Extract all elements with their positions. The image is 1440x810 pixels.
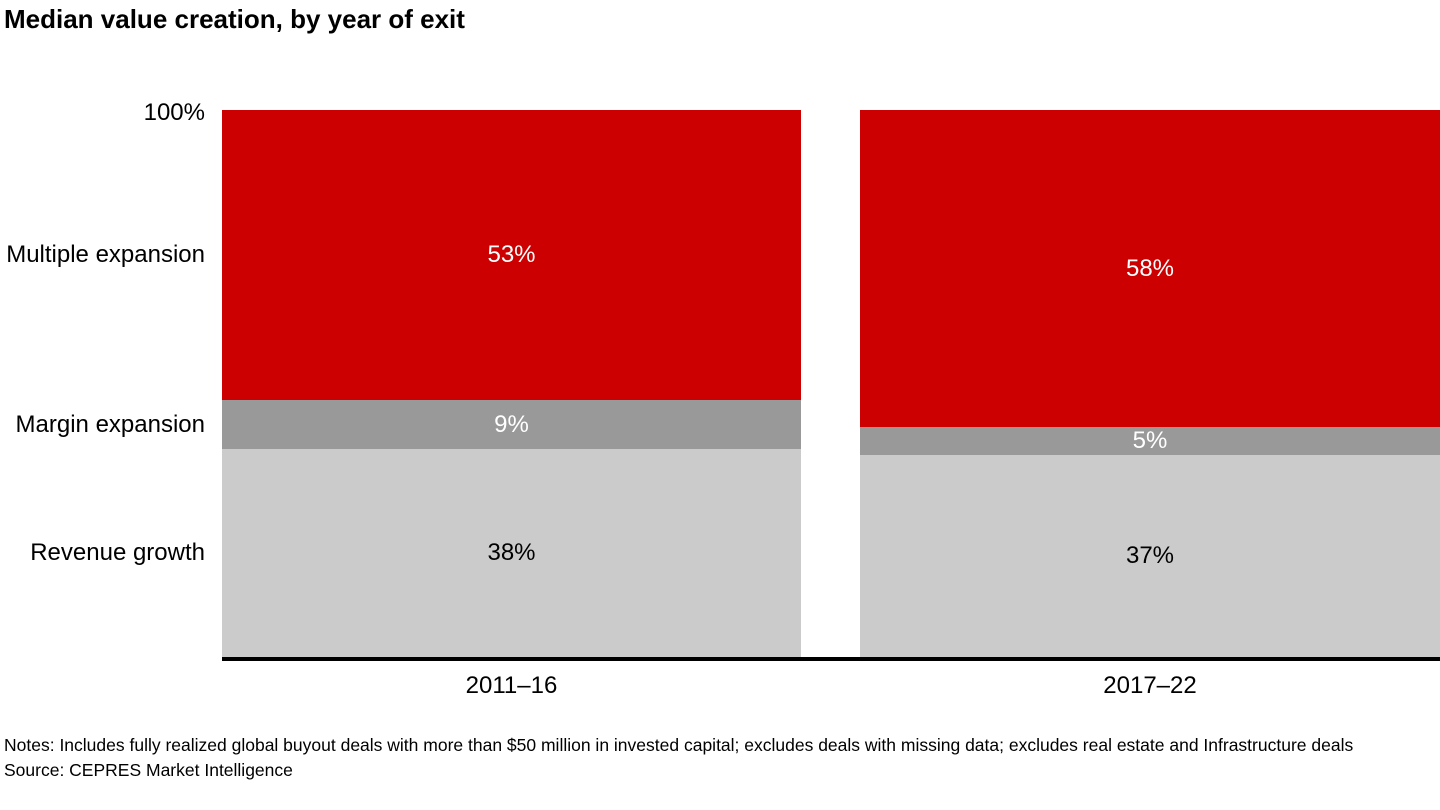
segment-revenue-growth: 38% (222, 449, 801, 657)
segment-value-label: 5% (1132, 426, 1168, 454)
notes-text: Notes: Includes fully realized global bu… (4, 735, 1354, 755)
segment-multiple-expansion: 58% (860, 110, 1440, 428)
series-label-multiple-expansion: Multiple expansion (6, 240, 205, 268)
segment-value-label: 38% (487, 539, 536, 567)
category-label-2: 2017–22 (1103, 672, 1197, 699)
segment-value-label: 37% (1125, 541, 1175, 569)
stacked-bar-1: 53% 9% 38% (222, 110, 801, 657)
y-axis-100-label: 100% (143, 99, 205, 126)
segment-revenue-growth: 37% (860, 454, 1440, 657)
series-label-margin-expansion: Margin expansion (15, 410, 205, 438)
category-label-1: 2011–16 (465, 672, 558, 699)
segment-value-label: 58% (1125, 254, 1175, 282)
x-axis-line (222, 657, 1440, 661)
segment-value-label: 9% (494, 410, 529, 438)
footnotes: Notes: Includes fully realized global bu… (4, 733, 1382, 783)
segment-margin-expansion: 5% (860, 426, 1440, 455)
stacked-bar-2: 58% 5% 37% (860, 110, 1440, 657)
chart-title: Median value creation, by year of exit (4, 4, 465, 34)
segment-margin-expansion: 9% (222, 399, 801, 450)
segment-value-label: 53% (487, 240, 536, 268)
segment-multiple-expansion: 53% (222, 110, 801, 400)
series-label-revenue-growth: Revenue growth (30, 539, 205, 567)
source-text: Source: CEPRES Market Intelligence (4, 760, 293, 780)
